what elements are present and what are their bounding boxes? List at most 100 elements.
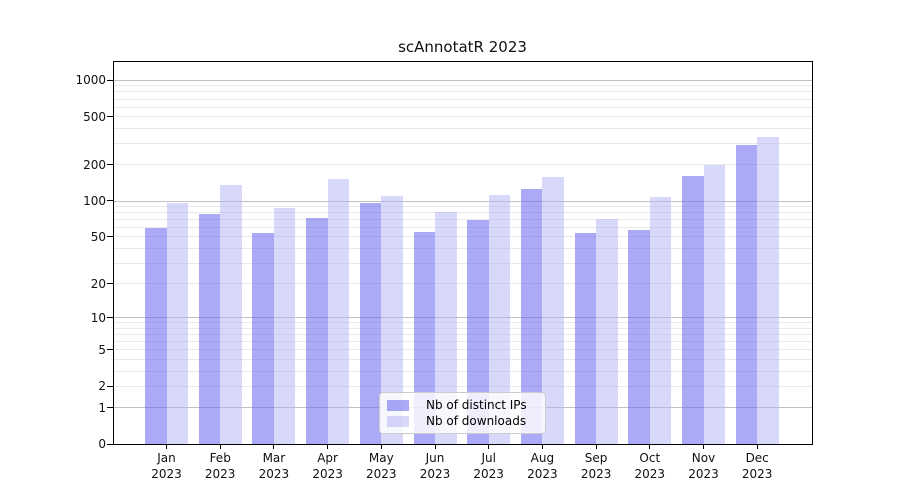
x-tick-year: 2023 — [312, 467, 343, 481]
minor-gridline-900 — [114, 85, 812, 87]
legend-entry-distinct-ips: Nb of distinct IPs — [387, 398, 537, 412]
chart-title: scAnnotatR 2023 — [398, 38, 527, 56]
minor-gridline-3 — [114, 370, 812, 372]
x-tick-label-oct: Oct 2023 — [623, 450, 677, 482]
x-tick-month: Sep — [584, 451, 608, 465]
x-tick-year: 2023 — [204, 467, 236, 481]
legend-entry-downloads: Nb of downloads — [387, 414, 537, 428]
y-tick-label-2: 2 — [98, 379, 106, 394]
minor-gridline-200 — [114, 164, 812, 166]
y-tick-20 — [107, 283, 113, 285]
minor-gridline-500 — [114, 116, 812, 118]
bar-distinct-ips-sep — [574, 233, 597, 444]
y-tick-500 — [107, 116, 113, 118]
minor-gridline-7 — [114, 334, 812, 336]
x-tick-sep — [595, 445, 597, 449]
major-gridline-100 — [114, 200, 812, 202]
minor-gridline-5 — [114, 349, 812, 351]
x-tick-label-mar: Mar 2023 — [247, 450, 301, 482]
bar-downloads-nov — [703, 164, 725, 444]
legend-label-downloads: Nb of downloads — [426, 414, 527, 428]
bar-distinct-ips-may — [359, 203, 382, 444]
legend-swatch-downloads — [387, 415, 409, 427]
bar-distinct-ips-jul — [467, 220, 489, 444]
minor-gridline-800 — [114, 91, 812, 93]
x-tick-year: 2023 — [151, 467, 182, 481]
x-tick-may — [380, 445, 382, 449]
major-gridline-1000 — [114, 79, 812, 81]
bar-downloads-dec — [757, 136, 779, 444]
x-tick-jan — [166, 445, 167, 449]
x-tick-jun — [434, 445, 436, 449]
minor-gridline-60 — [114, 227, 812, 229]
x-tick-month: Jan — [157, 451, 176, 465]
x-tick-year: 2023 — [366, 467, 397, 481]
y-tick-0 — [107, 443, 113, 445]
y-tick-label-5: 5 — [98, 342, 106, 357]
x-tick-year: 2023 — [688, 467, 719, 481]
bar-downloads-feb — [220, 184, 242, 444]
minor-gridline-600 — [114, 106, 812, 108]
x-tick-month: Nov — [691, 451, 716, 465]
bar-downloads-oct — [649, 197, 672, 444]
x-tick-label-nov: Nov 2023 — [677, 450, 731, 482]
bar-distinct-ips-dec — [735, 145, 758, 444]
bar-distinct-ips-feb — [198, 213, 221, 444]
minor-gridline-70 — [114, 219, 812, 221]
y-tick-label-0: 0 — [98, 437, 106, 451]
x-tick-oct — [649, 445, 651, 449]
minor-gridline-300 — [114, 143, 812, 144]
legend-swatch-distinct-ips — [387, 399, 409, 411]
y-tick-2 — [107, 385, 113, 387]
minor-gridline-4 — [114, 358, 812, 360]
x-tick-year: 2023 — [258, 467, 290, 481]
x-tick-year: 2023 — [419, 467, 451, 481]
bar-downloads-aug — [542, 177, 564, 444]
plot-area: Nb of distinct IPs Nb of downloads — [113, 61, 813, 445]
x-tick-feb — [219, 445, 221, 449]
y-tick-label-100: 100 — [83, 193, 106, 208]
x-tick-mar — [273, 445, 275, 449]
bar-downloads-may — [381, 196, 403, 444]
bar-downloads-apr — [327, 179, 350, 444]
y-tick-label-200: 200 — [83, 157, 106, 172]
minor-gridline-700 — [114, 98, 812, 100]
x-tick-aug — [541, 445, 543, 449]
x-tick-label-jul: Jul 2023 — [462, 450, 516, 482]
bar-distinct-ips-nov — [682, 176, 704, 444]
y-tick-label-500: 500 — [83, 109, 106, 124]
minor-gridline-400 — [114, 127, 812, 129]
bar-distinct-ips-mar — [252, 233, 274, 444]
x-tick-month: Dec — [745, 451, 769, 465]
x-tick-apr — [327, 445, 329, 449]
minor-gridline-9 — [114, 322, 812, 324]
bar-downloads-mar — [273, 207, 296, 444]
legend-label-distinct-ips: Nb of distinct IPs — [426, 398, 527, 412]
x-tick-month: Apr — [317, 451, 338, 465]
x-tick-month: Jun — [425, 451, 445, 465]
x-tick-month: Jul — [481, 451, 496, 465]
y-tick-label-20: 20 — [90, 276, 106, 291]
x-tick-jul — [488, 445, 490, 449]
minor-gridline-80 — [114, 212, 812, 214]
y-tick-200 — [107, 164, 113, 166]
minor-gridline-6 — [114, 341, 812, 343]
y-tick-label-1000: 1000 — [75, 73, 106, 88]
x-tick-label-apr: Apr 2023 — [301, 450, 355, 482]
bar-distinct-ips-oct — [628, 230, 650, 444]
minor-gridline-20 — [114, 283, 812, 285]
x-tick-label-dec: Dec 2023 — [730, 450, 784, 482]
x-tick-label-feb: Feb 2023 — [193, 450, 247, 482]
x-tick-year: 2023 — [634, 467, 666, 481]
y-tick-5 — [107, 349, 113, 351]
minor-gridline-40 — [114, 247, 812, 249]
x-tick-year: 2023 — [580, 467, 612, 481]
y-tick-10 — [107, 317, 113, 319]
x-tick-label-jun: Jun 2023 — [408, 450, 462, 482]
bar-downloads-sep — [596, 218, 618, 444]
x-tick-year: 2023 — [527, 467, 558, 481]
legend: Nb of distinct IPs Nb of downloads — [379, 392, 546, 434]
bar-downloads-jul — [488, 194, 511, 444]
y-tick-100 — [107, 200, 113, 202]
x-tick-year: 2023 — [473, 467, 504, 481]
